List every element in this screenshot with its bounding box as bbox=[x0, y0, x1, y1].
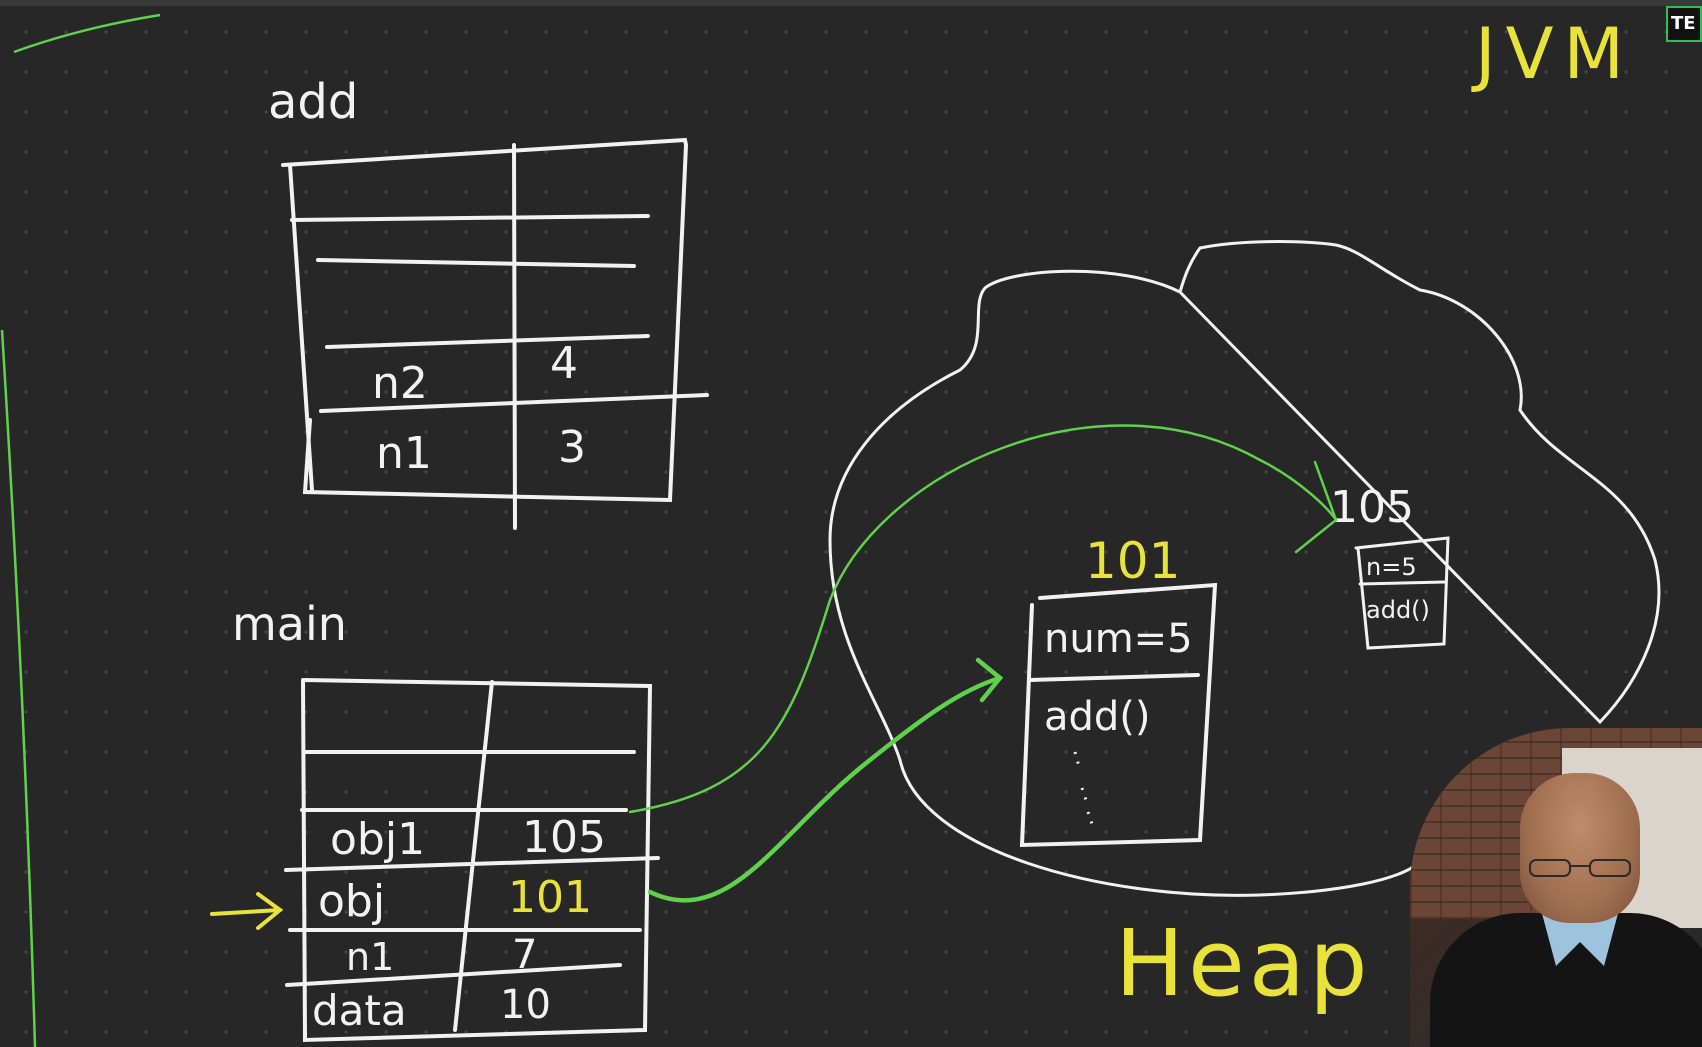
main-obj1-name: obj1 bbox=[330, 814, 425, 865]
presenter-head bbox=[1520, 773, 1640, 923]
add-frame-table bbox=[281, 137, 709, 530]
presenter-webcam bbox=[1410, 728, 1702, 1047]
main-frame-table bbox=[284, 678, 660, 1043]
main-data-value: 10 bbox=[500, 982, 551, 1028]
object-101-method: add() bbox=[1044, 694, 1151, 740]
add-n1-value: 3 bbox=[558, 422, 586, 473]
object-101-field: num=5 bbox=[1044, 616, 1193, 662]
add-frame-left-edge bbox=[288, 163, 314, 492]
main-n1-name: n1 bbox=[346, 935, 394, 979]
main-n1-value: 7 bbox=[512, 932, 537, 978]
object-105-method: add() bbox=[1366, 596, 1430, 624]
add-frame-border bbox=[281, 137, 689, 503]
main-data-name: data bbox=[312, 986, 407, 1035]
add-frame-row-line bbox=[290, 214, 650, 222]
object-105-field: n=5 bbox=[1366, 553, 1417, 581]
main-frame-divider bbox=[453, 680, 494, 1032]
margin-line bbox=[0, 329, 37, 1047]
main-frame-row-line bbox=[284, 856, 660, 872]
channel-badge: TE bbox=[1666, 6, 1702, 42]
object-105-address: 105 bbox=[1330, 482, 1414, 533]
add-frame-row-line bbox=[316, 258, 636, 268]
reference-obj1-to-105 bbox=[628, 424, 1338, 814]
object-101-ellipsis bbox=[1073, 751, 1094, 825]
add-n2-name: n2 bbox=[372, 358, 428, 409]
arrow-right-icon bbox=[210, 892, 284, 930]
add-frame-row-line bbox=[325, 334, 650, 349]
add-n2-value: 4 bbox=[550, 338, 578, 389]
object-105-box bbox=[1354, 536, 1450, 650]
glasses-icon bbox=[1529, 859, 1631, 877]
main-frame-row-line bbox=[285, 963, 622, 987]
object-101-address: 101 bbox=[1085, 532, 1180, 590]
main-obj-value: 101 bbox=[508, 872, 592, 923]
object-101-box bbox=[1019, 582, 1218, 848]
reference-obj-to-101 bbox=[647, 657, 1004, 903]
main-obj1-value: 105 bbox=[522, 812, 606, 863]
main-frame-label: main bbox=[232, 597, 347, 651]
add-n1-name: n1 bbox=[376, 428, 432, 479]
main-frame-border bbox=[301, 678, 653, 1043]
heap-cloud bbox=[828, 240, 1661, 897]
add-frame-row-line bbox=[319, 393, 709, 413]
window-top-strip bbox=[0, 0, 1702, 6]
add-frame-label: add bbox=[268, 74, 358, 130]
heap-label: Heap bbox=[1115, 910, 1372, 1017]
jvm-title: JVM bbox=[1471, 13, 1634, 95]
margin-stroke bbox=[13, 13, 161, 54]
add-frame-divider bbox=[512, 143, 517, 530]
main-obj-name: obj bbox=[318, 876, 385, 927]
